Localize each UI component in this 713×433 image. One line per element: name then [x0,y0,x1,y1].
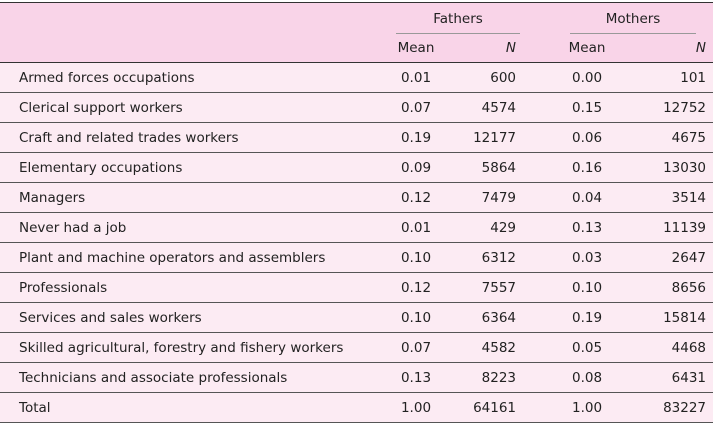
table-row: Managers 0.12 7479 0.04 3514 [0,182,713,213]
mothers-n: 4675 [646,122,713,153]
occupation-table: Fathers Mothers Mean N Mean N Armed forc… [0,2,713,423]
mothers-n: 4468 [646,332,713,363]
fathers-header: Fathers [388,3,528,34]
mothers-n: 3514 [646,182,713,213]
blank-header [0,3,388,35]
row-label: Skilled agricultural, forestry and fishe… [0,332,388,363]
mothers-n: 83227 [646,392,713,423]
table-row: Elementary occupations 0.09 5864 0.16 13030 [0,152,713,183]
mothers-n: 12752 [646,92,713,123]
row-label: Never had a job [0,212,388,243]
row-label: Plant and machine operators and assemble… [0,242,388,273]
table-row: Skilled agricultural, forestry and fishe… [0,332,713,363]
sub-header-row: Mean N Mean N [0,34,713,63]
blank-subheader [0,34,388,63]
row-label: Services and sales workers [0,302,388,333]
fathers-mean: 0.19 [388,122,444,153]
row-label: Technicians and associate professionals [0,362,388,393]
fathers-n: 8223 [444,362,529,393]
fathers-n: 4582 [444,332,529,363]
mothers-mean: 0.04 [528,182,647,213]
fathers-mean: 0.07 [388,332,444,363]
mothers-n: 13030 [646,152,713,183]
mothers-n-header: N [646,34,713,63]
fathers-n: 7557 [444,272,529,303]
fathers-mean: 1.00 [388,392,444,423]
fathers-mean: 0.01 [388,62,444,93]
fathers-n: 429 [444,212,529,243]
mothers-mean: 0.03 [528,242,647,273]
table-row: Services and sales workers 0.10 6364 0.19 15… [0,302,713,333]
fathers-mean: 0.10 [388,242,444,273]
fathers-n: 4574 [444,92,529,123]
mothers-label: Mothers [570,3,697,34]
row-label: Armed forces occupations [0,62,388,93]
fathers-mean: 0.13 [388,362,444,393]
mothers-mean: 0.19 [528,302,647,333]
fathers-n: 12177 [444,122,529,153]
fathers-mean: 0.12 [388,272,444,303]
table-row: Clerical support workers 0.07 4574 0.15 1275… [0,92,713,123]
fathers-mean-header: Mean [388,34,444,63]
mothers-mean-header: Mean [528,34,647,63]
mothers-mean: 0.05 [528,332,647,363]
mothers-n: 11139 [646,212,713,243]
table-row: Armed forces occupations 0.01 600 0.00 101 [0,62,713,93]
fathers-mean: 0.10 [388,302,444,333]
mothers-n: 2647 [646,242,713,273]
row-label: Craft and related trades workers [0,122,388,153]
mothers-mean: 0.13 [528,212,647,243]
table-row: Plant and machine operators and assemble… [0,242,713,273]
fathers-n: 6312 [444,242,529,273]
mothers-mean: 0.08 [528,362,647,393]
fathers-label: Fathers [396,3,521,34]
fathers-n: 7479 [444,182,529,213]
mothers-mean: 0.10 [528,272,647,303]
table-row: Professionals 0.12 7557 0.10 8656 [0,272,713,303]
fathers-mean: 0.09 [388,152,444,183]
mothers-n: 6431 [646,362,713,393]
mothers-header: Mothers [528,3,713,34]
mothers-mean: 0.16 [528,152,647,183]
mothers-mean: 0.00 [528,62,647,93]
mothers-n: 15814 [646,302,713,333]
fathers-n-header: N [444,34,529,63]
mothers-n: 101 [646,62,713,93]
mothers-mean: 1.00 [528,392,647,423]
row-label: Professionals [0,272,388,303]
row-label: Clerical support workers [0,92,388,123]
mothers-n: 8656 [646,272,713,303]
table-row: Craft and related trades workers 0.19 1217… [0,122,713,153]
row-label: Total [0,392,388,423]
fathers-mean: 0.07 [388,92,444,123]
row-label: Elementary occupations [0,152,388,183]
table-row: Technicians and associate professionals 0… [0,362,713,393]
fathers-n: 600 [444,62,529,93]
mothers-mean: 0.06 [528,122,647,153]
row-label: Managers [0,182,388,213]
table-row: Never had a job 0.01 429 0.13 11139 [0,212,713,243]
table-row: Total 1.00 64161 1.00 83227 [0,392,713,423]
fathers-mean: 0.01 [388,212,444,243]
mothers-mean: 0.15 [528,92,647,123]
fathers-n: 5864 [444,152,529,183]
fathers-mean: 0.12 [388,182,444,213]
group-header-row: Fathers Mothers [0,2,713,35]
fathers-n: 6364 [444,302,529,333]
fathers-n: 64161 [444,392,529,423]
